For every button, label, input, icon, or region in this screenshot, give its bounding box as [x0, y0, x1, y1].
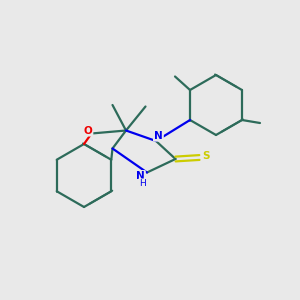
Text: H: H	[139, 179, 146, 188]
Text: N: N	[136, 171, 145, 181]
Text: O: O	[83, 125, 92, 136]
Text: S: S	[202, 151, 209, 161]
Text: N: N	[154, 130, 163, 141]
